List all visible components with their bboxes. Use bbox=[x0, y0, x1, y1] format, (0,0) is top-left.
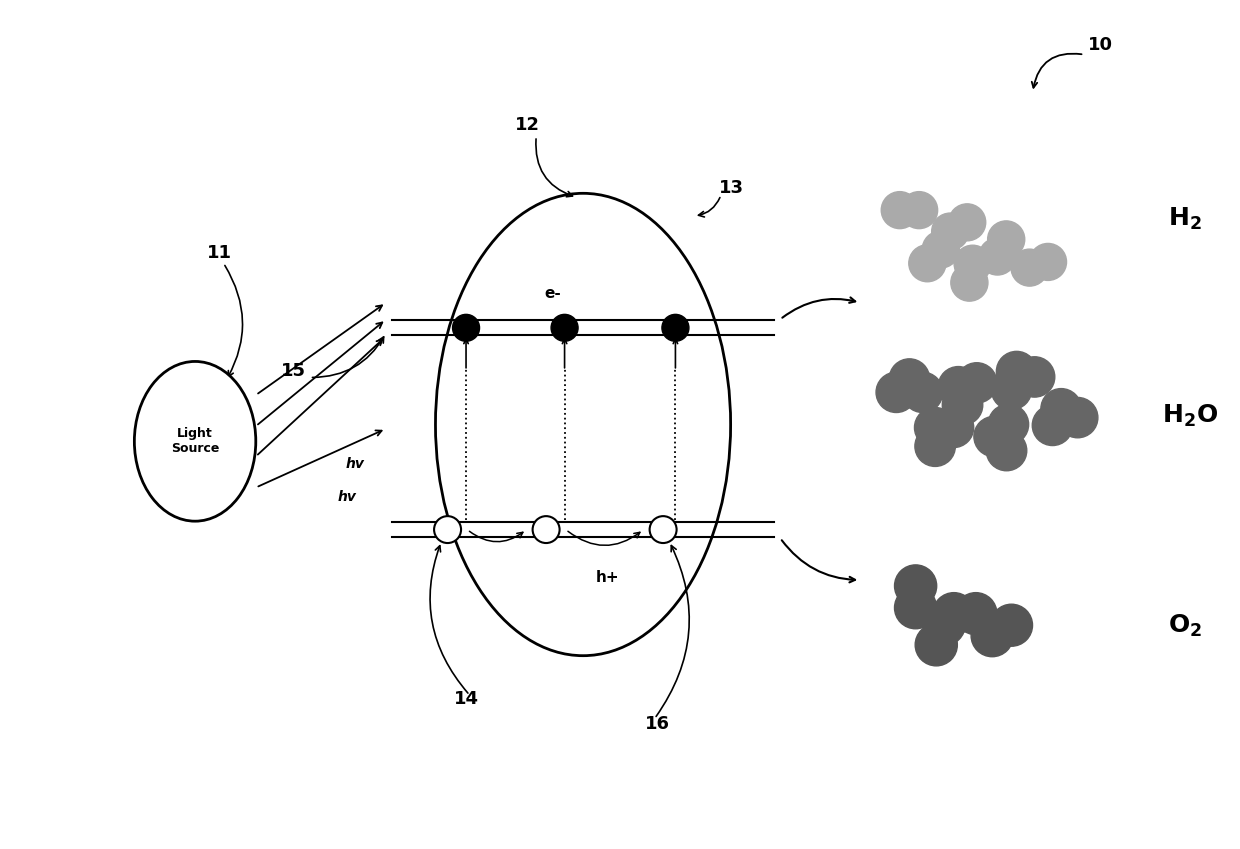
Ellipse shape bbox=[1014, 357, 1055, 397]
Ellipse shape bbox=[453, 314, 480, 341]
Ellipse shape bbox=[987, 221, 1024, 258]
Text: hv: hv bbox=[346, 457, 365, 470]
Text: 12: 12 bbox=[516, 116, 541, 134]
Ellipse shape bbox=[986, 430, 1027, 470]
Ellipse shape bbox=[1032, 405, 1073, 446]
Ellipse shape bbox=[991, 369, 1032, 410]
Ellipse shape bbox=[435, 194, 730, 655]
Ellipse shape bbox=[875, 372, 916, 413]
Ellipse shape bbox=[533, 516, 559, 543]
Ellipse shape bbox=[956, 363, 997, 403]
Text: 16: 16 bbox=[645, 715, 670, 733]
Ellipse shape bbox=[923, 604, 965, 645]
Text: Light
Source: Light Source bbox=[171, 427, 219, 455]
Ellipse shape bbox=[903, 372, 942, 413]
Ellipse shape bbox=[1058, 397, 1097, 438]
Text: h+: h+ bbox=[596, 570, 620, 585]
Ellipse shape bbox=[923, 231, 960, 268]
Ellipse shape bbox=[914, 408, 955, 447]
Ellipse shape bbox=[931, 213, 968, 250]
Ellipse shape bbox=[932, 593, 975, 635]
Ellipse shape bbox=[1011, 249, 1048, 286]
Ellipse shape bbox=[434, 516, 461, 543]
Ellipse shape bbox=[1040, 389, 1081, 429]
Ellipse shape bbox=[951, 264, 988, 301]
Text: 10: 10 bbox=[1087, 37, 1114, 54]
Ellipse shape bbox=[939, 367, 978, 407]
Ellipse shape bbox=[662, 314, 689, 341]
Ellipse shape bbox=[882, 192, 919, 228]
Ellipse shape bbox=[988, 404, 1029, 445]
Ellipse shape bbox=[894, 587, 936, 629]
Text: 13: 13 bbox=[718, 179, 744, 197]
Ellipse shape bbox=[1029, 244, 1066, 280]
Text: $\mathbf{H_2}$: $\mathbf{H_2}$ bbox=[1168, 205, 1202, 232]
Ellipse shape bbox=[134, 362, 255, 521]
Ellipse shape bbox=[997, 351, 1037, 391]
Text: 14: 14 bbox=[454, 689, 479, 707]
Text: 15: 15 bbox=[281, 362, 306, 380]
Text: hv: hv bbox=[337, 491, 356, 504]
Ellipse shape bbox=[955, 593, 997, 635]
Ellipse shape bbox=[909, 245, 946, 282]
Text: 11: 11 bbox=[207, 244, 232, 262]
Ellipse shape bbox=[934, 408, 973, 447]
Text: $\mathbf{O_2}$: $\mathbf{O_2}$ bbox=[1168, 613, 1203, 639]
Ellipse shape bbox=[942, 385, 983, 425]
Ellipse shape bbox=[971, 615, 1013, 657]
Ellipse shape bbox=[894, 565, 936, 607]
Ellipse shape bbox=[889, 359, 930, 399]
Ellipse shape bbox=[915, 426, 955, 466]
Ellipse shape bbox=[954, 245, 991, 282]
Ellipse shape bbox=[551, 314, 578, 341]
Ellipse shape bbox=[650, 516, 677, 543]
Ellipse shape bbox=[949, 204, 986, 241]
Ellipse shape bbox=[900, 192, 937, 228]
Ellipse shape bbox=[991, 604, 1033, 646]
Text: e-: e- bbox=[544, 286, 560, 301]
Text: $\mathbf{H_2O}$: $\mathbf{H_2O}$ bbox=[1162, 403, 1218, 430]
Ellipse shape bbox=[915, 624, 957, 666]
Ellipse shape bbox=[973, 416, 1014, 457]
Ellipse shape bbox=[978, 238, 1016, 275]
